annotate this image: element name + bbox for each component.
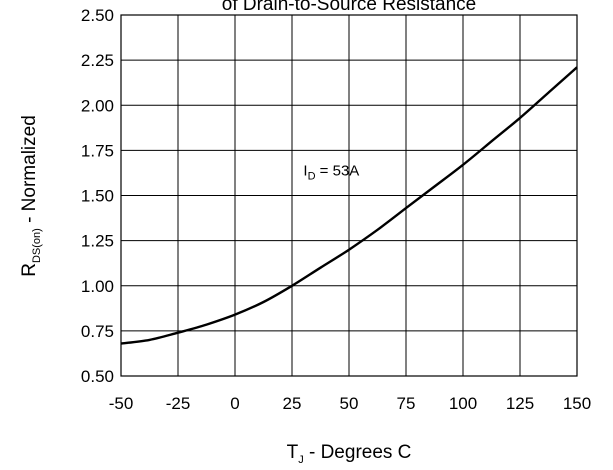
x-tick-label: 100: [449, 394, 477, 413]
annotation-id: ID = 53A: [303, 163, 359, 183]
x-tick-label: 125: [506, 394, 534, 413]
y-tick-label: 0.75: [81, 322, 114, 341]
x-tick-labels: -50 -25 0 25 50 75 100 125 150: [109, 394, 591, 413]
plot-frame: [120, 14, 578, 377]
x-axis-label-main: T: [287, 442, 299, 463]
y-tick-label: 1.75: [81, 141, 114, 160]
chart-title: of Drain-to-Source Resistance: [222, 0, 477, 15]
y-tick-label: 1.25: [81, 232, 114, 251]
series-line: [120, 66, 578, 345]
y-tick-label: 1.50: [81, 187, 114, 206]
y-tick-label: 2.25: [81, 51, 114, 70]
y-axis-label-sub: DS(on): [31, 228, 43, 263]
y-axis-label: RDS(on) - Normalized: [19, 115, 43, 277]
y-axis-label-main: R: [19, 263, 40, 277]
y-tick-label: 2.50: [81, 6, 114, 25]
x-tick-label: 0: [230, 394, 239, 413]
y-tick-label: 1.00: [81, 277, 114, 296]
x-tick-label: 150: [563, 394, 591, 413]
x-axis-label-rest: - Degrees C: [304, 442, 412, 463]
y-axis-label-rest: - Normalized: [19, 115, 40, 228]
annotation-rest: = 53A: [316, 163, 360, 180]
annotation-main: I: [303, 163, 307, 180]
annotation-sub: D: [308, 171, 316, 183]
x-axis-label-sub: J: [298, 454, 304, 466]
x-tick-label: 50: [340, 394, 359, 413]
y-tick-label: 2.00: [81, 96, 114, 115]
x-tick-label: 25: [283, 394, 302, 413]
y-tick-labels: 0.50 0.75 1.00 1.25 1.50 1.75 2.00 2.25 2.50: [81, 6, 114, 386]
x-tick-label: 75: [397, 394, 416, 413]
x-axis-label: TJ - Degrees C: [287, 442, 412, 466]
grid: [120, 14, 578, 377]
x-tick-label: -50: [109, 394, 134, 413]
x-tick-label: -25: [166, 394, 191, 413]
y-tick-label: 0.50: [81, 367, 114, 386]
